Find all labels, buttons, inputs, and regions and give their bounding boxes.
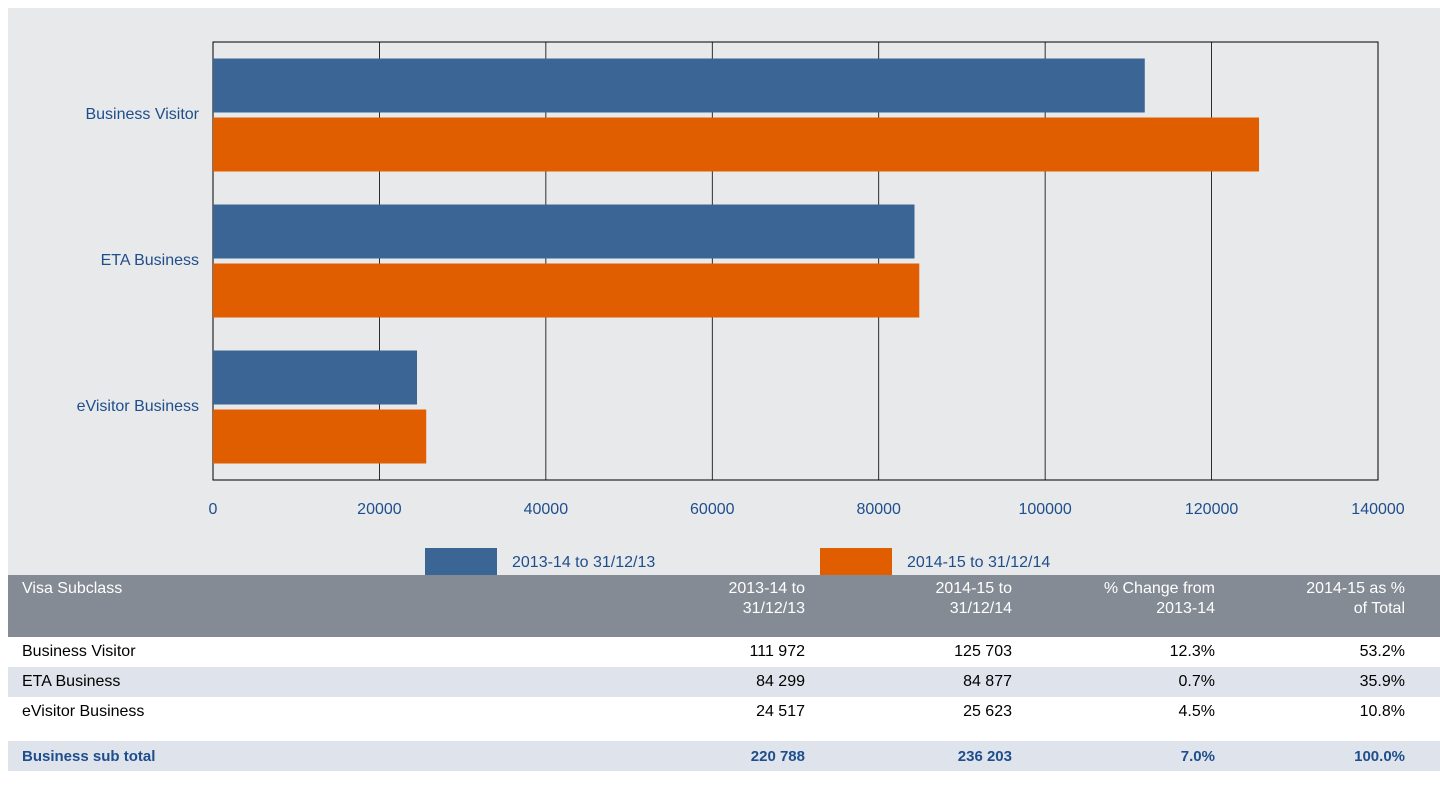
table-header: Visa Subclass 2013-14 to 31/12/13 2014-15 … bbox=[8, 575, 1440, 637]
total-cell: Business sub total bbox=[8, 741, 600, 771]
column-header: 2014-15 to 31/12/14 bbox=[815, 575, 1022, 637]
table-cell: eVisitor Business bbox=[22, 703, 145, 720]
column-header: 2013-14 to 31/12/13 bbox=[600, 575, 815, 637]
table-body: Business Visitor 111 972 125 703 12.3% 53.2%… bbox=[8, 637, 1440, 771]
table-cell: 84 877 bbox=[815, 667, 1022, 697]
table-cell: 0.7% bbox=[1022, 667, 1225, 697]
total-cell: 100.0% bbox=[1225, 741, 1440, 771]
bar bbox=[213, 263, 920, 318]
table-cell: ETA Business bbox=[8, 667, 600, 697]
total-cell: 236 203 bbox=[815, 741, 1022, 771]
table-row: ETA Business 84 299 84 877 0.7% 35.9% bbox=[8, 667, 1440, 697]
legend-swatch bbox=[425, 548, 497, 575]
table-cell: 35.9% bbox=[1225, 667, 1440, 697]
table-cell: 10.8% bbox=[1359, 703, 1405, 720]
y-tick-label: ETA Business bbox=[101, 252, 199, 269]
x-tick-label: 0 bbox=[209, 501, 218, 518]
x-tick-label: 120000 bbox=[1185, 501, 1238, 518]
chart: 0 20000 40000 60000 80000 100000 120000 140000 B… bbox=[77, 41, 1405, 575]
x-tick-label: 60000 bbox=[690, 501, 735, 518]
total-row: Business sub total 220 788 236 203 7.0% 100.… bbox=[8, 741, 1440, 771]
x-tick-label: 20000 bbox=[357, 501, 402, 518]
bar bbox=[213, 58, 1145, 113]
table-cell: 4.5% bbox=[1178, 703, 1215, 720]
bar bbox=[213, 117, 1260, 172]
x-tick-label: 100000 bbox=[1018, 501, 1071, 518]
table-cell: 125 703 bbox=[954, 643, 1012, 660]
x-tick-label: 140000 bbox=[1351, 501, 1404, 518]
table-cell: Business Visitor bbox=[22, 643, 136, 660]
table-row: Business Visitor 111 972 125 703 12.3% 53.2% bbox=[8, 637, 1440, 667]
column-header-text: 2014-15 as % of Total bbox=[1306, 580, 1405, 617]
total-cell: 220 788 bbox=[600, 741, 815, 771]
column-header: 2014-15 as % of Total bbox=[1225, 575, 1440, 637]
column-header: Visa Subclass bbox=[8, 575, 600, 637]
table-cell: 111 972 bbox=[749, 643, 805, 660]
x-tick-label: 80000 bbox=[856, 501, 901, 518]
total-cell: 7.0% bbox=[1022, 741, 1225, 771]
table-cell: 12.3% bbox=[1169, 643, 1215, 660]
column-header-text: Visa Subclass bbox=[22, 580, 123, 597]
y-tick-label: eVisitor Business bbox=[77, 398, 199, 415]
table-cell: 25 623 bbox=[963, 703, 1012, 720]
column-header-text: % Change from 2013-14 bbox=[1103, 580, 1215, 617]
legend-swatch bbox=[820, 548, 892, 575]
table-row: eVisitor Business 24 517 25 623 4.5% 10.8% bbox=[8, 697, 1440, 741]
bar bbox=[213, 409, 427, 464]
column-header-text: 2014-15 to 31/12/14 bbox=[935, 580, 1012, 617]
column-header-text: 2013-14 to 31/12/13 bbox=[728, 580, 805, 617]
table-cell: 53.2% bbox=[1359, 643, 1405, 660]
data-table: Visa Subclass 2013-14 to 31/12/13 2014-15 … bbox=[8, 575, 1440, 771]
legend-label: 2013-14 to 31/12/13 bbox=[512, 554, 655, 571]
bar bbox=[213, 350, 418, 405]
table-cell: 24 517 bbox=[756, 703, 805, 720]
y-tick-label: Business Visitor bbox=[85, 106, 199, 123]
x-tick-label: 40000 bbox=[524, 501, 569, 518]
bar bbox=[213, 204, 915, 259]
table-cell: 84 299 bbox=[600, 667, 815, 697]
legend-label: 2014-15 to 31/12/14 bbox=[907, 554, 1050, 571]
column-header: % Change from 2013-14 bbox=[1022, 575, 1225, 637]
